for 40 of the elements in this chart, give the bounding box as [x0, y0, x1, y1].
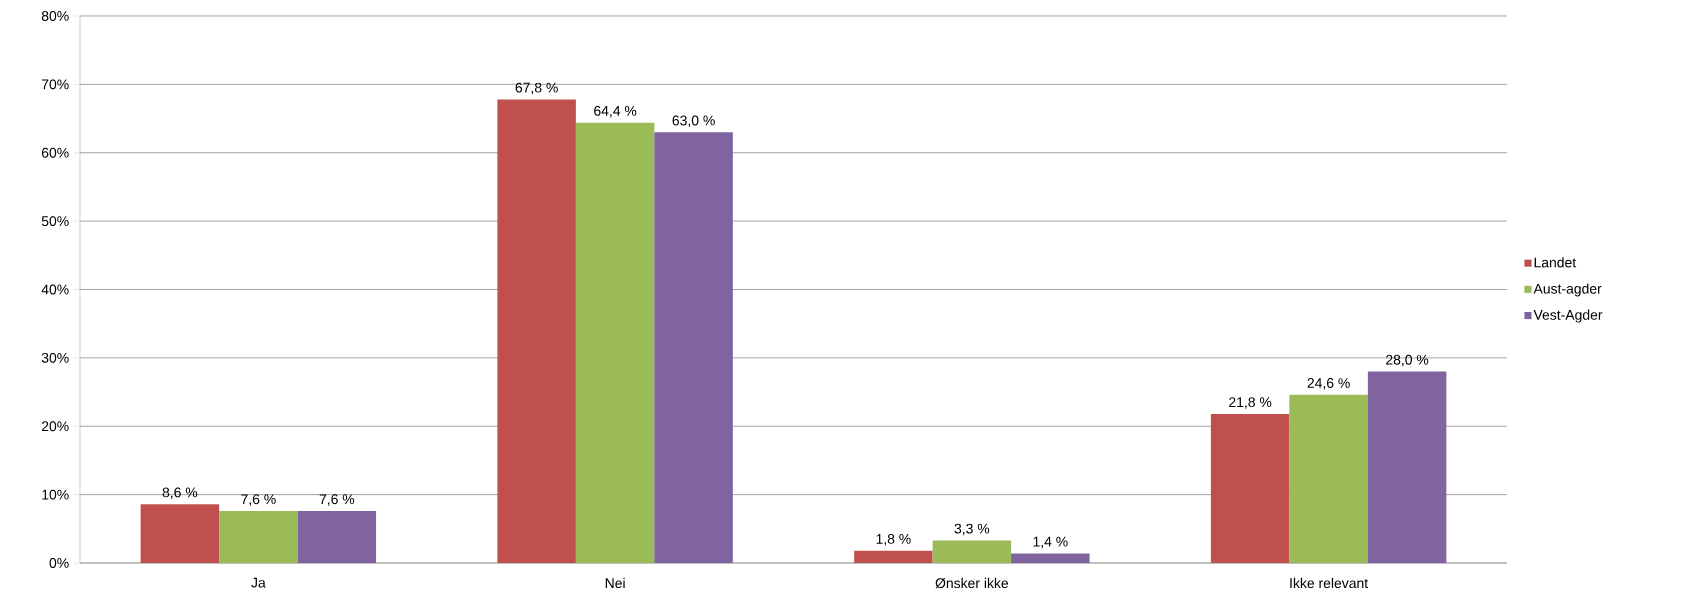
bar — [140, 504, 220, 563]
y-tick-label: 0% — [49, 558, 69, 568]
data-label: 1,8 % — [876, 533, 911, 546]
data-label: 8,6 % — [162, 487, 198, 499]
legend-label: Aust-agder — [1533, 283, 1602, 297]
bar — [497, 99, 576, 563]
bar — [654, 132, 733, 563]
bar — [219, 511, 298, 563]
x-tick-label: Ønsker ikke — [935, 577, 1009, 589]
data-label: 7,6 % — [241, 494, 276, 506]
bar — [1210, 413, 1290, 563]
legend-label: Vest-Agder — [1533, 309, 1603, 323]
y-tick-label: 70% — [41, 79, 69, 90]
data-label: 28,0 % — [1386, 354, 1429, 367]
data-label: 7,6 % — [319, 494, 355, 506]
y-tick-label: 80% — [41, 11, 69, 21]
bar — [575, 122, 655, 563]
data-label: 21,8 % — [1229, 397, 1272, 409]
y-tick-label: 30% — [41, 352, 69, 363]
bar — [1289, 394, 1368, 563]
x-tick-label: Nei — [605, 577, 625, 589]
bar — [297, 511, 377, 563]
x-tick-label: Ja — [251, 577, 266, 588]
y-tick-label: 40% — [41, 284, 69, 295]
data-label: 63,0 % — [672, 115, 715, 128]
y-tick-label: 20% — [41, 421, 69, 432]
x-tick-label: Ikke relevant — [1290, 577, 1369, 589]
legend-label: Landet — [1534, 257, 1577, 268]
y-tick-label: 50% — [41, 216, 69, 227]
data-label: 24,6 % — [1307, 378, 1350, 390]
y-tick-label: 10% — [42, 489, 69, 500]
bar — [854, 550, 933, 563]
data-label: 1,4 % — [1033, 536, 1068, 549]
bar — [932, 540, 1012, 563]
data-label: 3,3 % — [954, 523, 990, 536]
bar — [1011, 553, 1090, 563]
y-tick-label: 60% — [41, 147, 69, 158]
data-label: 67,8 % — [515, 82, 558, 95]
data-label: 64,4 % — [594, 105, 637, 118]
bar — [1367, 371, 1447, 563]
